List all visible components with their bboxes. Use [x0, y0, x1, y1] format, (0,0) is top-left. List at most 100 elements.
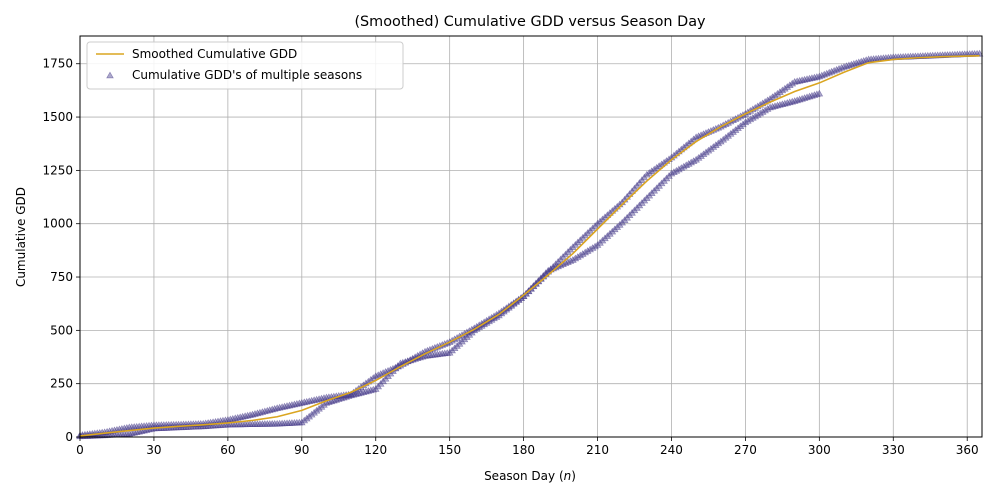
scatter-point-upper	[586, 226, 594, 234]
scatter-point-lower	[665, 172, 673, 179]
x-tick-label: 30	[146, 443, 161, 457]
scatter-point-upper	[603, 211, 612, 218]
scatter-point-lower	[625, 211, 634, 219]
chart-title: (Smoothed) Cumulative GDD versus Season …	[354, 14, 706, 30]
scatter-point-lower	[369, 385, 378, 393]
scatter-point-lower	[815, 89, 824, 97]
scatter-point-lower	[610, 225, 619, 233]
legend: Smoothed Cumulative GDD Cumulative GDD's …	[86, 41, 404, 90]
scatter-point-lower	[435, 350, 444, 357]
y-tick-label: 1250	[42, 163, 73, 177]
legend-box	[86, 41, 404, 90]
scatter-point-upper	[583, 229, 592, 236]
x-axis-ticks: 0 30 60 90 120 150 180 210 240 270 300 330 360	[76, 437, 979, 457]
scatter-point-lower	[376, 379, 385, 387]
scatter-point-lower	[660, 177, 668, 184]
scatter-point-upper	[559, 253, 567, 260]
scatter-point-lower	[618, 218, 627, 226]
y-tick-label: 750	[50, 270, 73, 284]
smoothed-line	[79, 55, 980, 437]
scatter-point-lower	[455, 339, 464, 347]
y-tick-label: 1750	[42, 57, 73, 71]
scatter-point-lower	[381, 374, 390, 382]
scatter-point-upper	[596, 217, 604, 225]
x-tick-label: 120	[364, 443, 387, 457]
scatter-point-lower	[463, 333, 471, 340]
legend-label-line: Smoothed Cumulative GDD	[132, 47, 297, 61]
smoothed-line-series	[79, 55, 980, 437]
scatter-point-lower	[433, 350, 442, 358]
y-tick-label: 500	[50, 323, 73, 337]
scatter-point-lower	[630, 206, 639, 214]
scatter-point-lower	[426, 351, 434, 359]
scatter-point-lower	[440, 349, 449, 357]
scatter-point-lower	[623, 213, 631, 221]
scatter-point-lower	[655, 181, 663, 189]
scatter-point-lower	[448, 346, 456, 354]
y-tick-label: 1000	[42, 217, 73, 231]
x-tick-label: 90	[294, 443, 309, 457]
scatter-point-upper	[593, 219, 602, 227]
scatter-point-upper	[576, 236, 585, 243]
scatter-point-upper	[554, 257, 562, 265]
legend-marker-swatch	[106, 71, 114, 79]
scatter-point-lower	[633, 204, 641, 211]
scatter-point-lower	[428, 351, 437, 358]
plot-frame	[79, 35, 983, 438]
scatter-point-lower	[596, 238, 604, 246]
scatter-point-upper	[556, 255, 565, 263]
scatter-point-lower	[606, 229, 614, 237]
scatter-point-upper	[549, 262, 557, 270]
scatter-point-lower	[384, 372, 392, 379]
scatter-point-lower	[650, 186, 659, 194]
scatter-point-lower	[635, 201, 644, 209]
x-tick-label: 360	[956, 443, 979, 457]
scatter-point-lower	[431, 350, 439, 358]
x-tick-label: 180	[512, 443, 535, 457]
scatter-point-lower	[640, 196, 649, 204]
scatter-point-lower	[647, 189, 656, 196]
scatter-point-lower	[657, 179, 666, 187]
scatter-point-lower	[458, 337, 466, 345]
scatter-point-lower	[374, 382, 383, 390]
scatter-point-lower	[613, 223, 622, 230]
scatter-point-upper	[574, 238, 582, 246]
scatter-point-lower	[593, 241, 602, 248]
grid	[79, 36, 982, 438]
scatter-point-lower	[645, 191, 654, 199]
scatter-point-upper	[581, 231, 590, 239]
scatter-point-upper	[551, 260, 560, 268]
y-tick-label: 0	[65, 430, 73, 444]
scatter-series-upper	[76, 49, 984, 439]
scatter-point-upper	[598, 215, 607, 223]
scatter-point-lower	[603, 232, 612, 239]
scatter-point-lower	[620, 216, 629, 223]
x-tick-label: 0	[76, 443, 84, 457]
scatter-point-lower	[598, 236, 607, 244]
y-tick-label: 250	[50, 377, 73, 391]
y-axis-label: Cumulative GDD	[14, 187, 28, 287]
scatter-point-upper	[571, 240, 580, 248]
scatter-point-lower	[371, 385, 380, 392]
scatter-point-lower	[445, 348, 454, 356]
scatter-point-lower	[662, 174, 671, 182]
scatter-point-upper	[588, 224, 597, 232]
scatter-point-upper	[564, 248, 572, 255]
x-tick-label: 300	[808, 443, 831, 457]
scatter-point-upper	[561, 250, 570, 258]
x-tick-label: 150	[438, 443, 461, 457]
scatter-point-lower	[813, 90, 821, 98]
scatter-point-lower	[601, 234, 609, 242]
x-tick-label: 270	[734, 443, 757, 457]
legend-label-markers: Cumulative GDD's of multiple seasons	[132, 68, 362, 82]
scatter-point-upper	[591, 222, 599, 229]
scatter-point-upper	[578, 233, 587, 241]
scatter-point-lower	[379, 377, 387, 385]
x-tick-label: 60	[220, 443, 235, 457]
scatter-point-lower	[652, 184, 661, 192]
scatter-point-upper	[566, 245, 575, 253]
scatter-point-upper	[569, 243, 577, 250]
y-axis-ticks: 0 250 500 750 1000 1250 1500 1750	[42, 57, 80, 444]
scatter-point-lower	[628, 208, 636, 216]
